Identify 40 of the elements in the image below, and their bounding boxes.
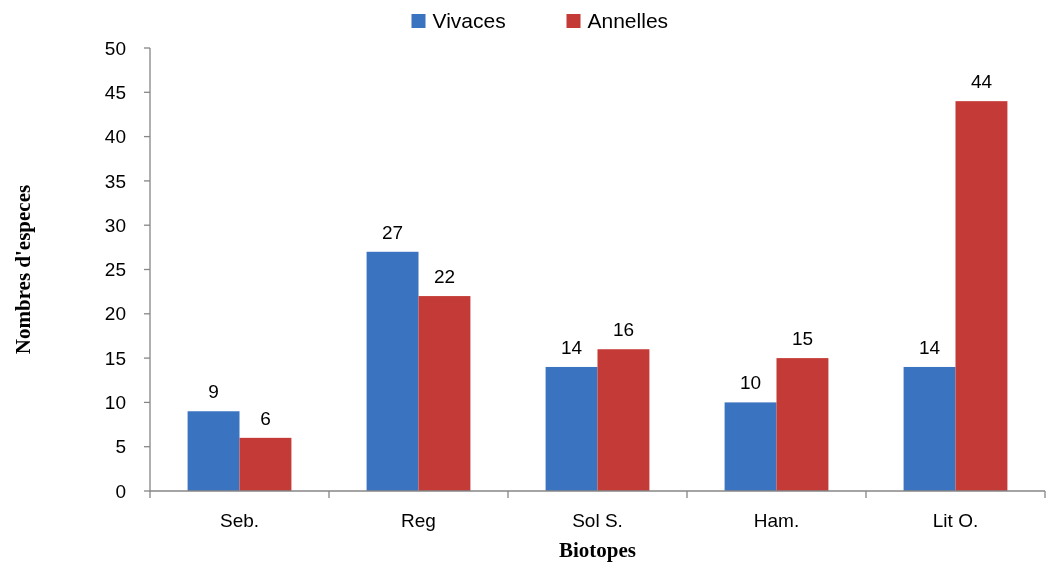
data-label: 44 (970, 71, 993, 93)
bar (187, 411, 240, 491)
bar (724, 402, 777, 491)
data-label: 9 (208, 381, 219, 403)
y-tick-label: 40 (104, 126, 126, 148)
data-label: 27 (381, 221, 404, 243)
y-tick-label: 35 (104, 170, 126, 192)
data-label: 15 (791, 328, 814, 350)
x-tick-label: Seb. (219, 510, 260, 531)
x-tick-label: Ham. (753, 510, 800, 531)
y-tick-label: 15 (104, 347, 126, 369)
x-axis-title: Biotopes (558, 538, 637, 562)
x-tick-label: Lit O. (932, 510, 979, 531)
data-label: 6 (260, 407, 271, 429)
bar (955, 101, 1008, 491)
x-tick-label: Reg (401, 510, 436, 531)
y-tick-label: 20 (104, 303, 126, 325)
legend-label: Annelles (587, 9, 669, 33)
bar (597, 349, 650, 491)
y-tick-label: 45 (104, 81, 126, 103)
y-tick-label: 5 (115, 436, 126, 458)
y-tick-label: 0 (115, 480, 126, 502)
y-tick-label: 50 (104, 37, 126, 59)
data-label: 10 (739, 372, 762, 394)
legend-label: Vivaces (432, 9, 506, 33)
bar (776, 358, 829, 491)
y-axis-title: Nombres d'especes (11, 184, 35, 355)
y-tick-label: 10 (104, 392, 126, 414)
bar (903, 366, 956, 491)
data-label: 16 (612, 319, 635, 341)
bar (366, 251, 419, 491)
bar (239, 437, 292, 491)
data-label: 14 (918, 336, 941, 358)
data-label: 14 (560, 336, 583, 358)
bar (418, 296, 471, 491)
bar (545, 366, 598, 491)
x-tick-label: Sol S. (572, 510, 623, 531)
data-label: 22 (433, 266, 456, 288)
y-tick-label: 25 (104, 259, 126, 281)
y-tick-label: 30 (104, 214, 126, 236)
